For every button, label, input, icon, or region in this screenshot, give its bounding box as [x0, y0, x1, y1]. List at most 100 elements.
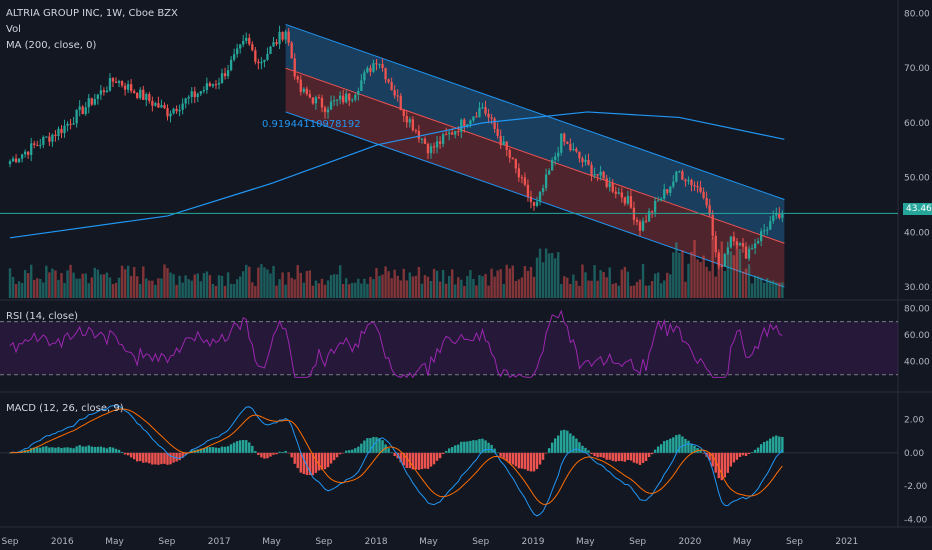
candle-body [705, 198, 708, 206]
macd-histogram-bar [429, 452, 433, 467]
candle-body [596, 174, 599, 176]
candle-body [756, 241, 760, 244]
x-tick-label: Sep [315, 537, 332, 547]
candle-body [414, 130, 418, 132]
volume-bar [538, 248, 542, 298]
macd-histogram-bar [208, 447, 212, 453]
macd-histogram-bar [732, 452, 736, 463]
macd-histogram-bar [560, 430, 563, 453]
candle-body [342, 95, 345, 103]
macd-histogram-bar [523, 452, 527, 470]
candle-body [575, 148, 578, 152]
macd-histogram-bar [341, 452, 345, 454]
candle-body [572, 148, 575, 151]
volume-bar [275, 285, 278, 298]
volume-bar [451, 269, 454, 298]
macd-histogram-bar [254, 451, 257, 453]
macd-histogram-bar [684, 438, 687, 453]
macd-histogram-bar [499, 452, 502, 457]
macd-histogram-bar [366, 438, 369, 453]
price-tick-label: 50.00 [904, 174, 930, 184]
volume-bar [178, 275, 181, 298]
volume-bar [596, 280, 599, 298]
candle-body [272, 42, 275, 47]
candle-body [608, 183, 611, 187]
macd-histogram-bar [308, 452, 312, 476]
volume-bar [120, 265, 124, 298]
macd-histogram-bar [114, 448, 118, 453]
candle-body [8, 161, 12, 165]
macd-histogram-bar [169, 452, 172, 465]
macd-histogram-bar [139, 452, 142, 462]
volume-bar [732, 255, 736, 298]
volume-bar [129, 276, 133, 298]
candle-body [378, 64, 381, 66]
macd-histogram-bar [405, 452, 408, 468]
macd-histogram-bar [163, 452, 166, 464]
candle-body [402, 110, 405, 116]
macd-histogram-bar [217, 447, 221, 453]
macd-histogram-bar [414, 452, 418, 470]
volume-bar [151, 280, 154, 298]
candle-body [484, 107, 487, 114]
macd-histogram-bar [39, 447, 42, 453]
volume-bar [372, 279, 375, 298]
macd-histogram-bar [402, 452, 405, 466]
candle-body [581, 158, 584, 163]
macd-histogram-bar [157, 452, 160, 465]
macd-histogram-bar [759, 444, 763, 453]
volume-bar [432, 268, 436, 298]
ma-label: MA (200, close, 0) [6, 40, 97, 51]
volume-bar [532, 276, 536, 298]
volume-bar [393, 269, 396, 298]
candle-body [626, 196, 630, 204]
candle-body [657, 200, 660, 202]
macd-histogram-bar [672, 437, 675, 453]
x-tick-label: 2020 [678, 537, 701, 547]
x-tick-label: Sep [158, 537, 175, 547]
macd-histogram-bar [702, 452, 705, 454]
volume-bar [266, 269, 269, 298]
candle-body [45, 136, 48, 138]
volume-bar [702, 255, 705, 298]
volume-bar [499, 269, 502, 298]
candle-body [199, 91, 202, 94]
macd-histogram-bar [399, 452, 402, 463]
macd-histogram-bar [202, 448, 206, 453]
macd-histogram-bar [232, 442, 236, 453]
candle-body [653, 200, 657, 213]
macd-histogram-bar [378, 438, 381, 453]
macd-histogram-bar [526, 452, 530, 471]
candle-body [287, 31, 290, 43]
candle-body [672, 181, 675, 187]
candle-body [535, 201, 539, 206]
candle-body [96, 94, 99, 100]
macd-histogram-bar [29, 448, 33, 453]
macd-histogram-bar [726, 452, 730, 473]
macd-histogram-bar [111, 447, 115, 453]
volume-bar [487, 285, 490, 298]
macd-histogram-bar [220, 446, 224, 453]
volume-bar [296, 265, 299, 298]
candle-body [499, 135, 502, 146]
candle-body [669, 186, 672, 193]
macd-histogram-bar [469, 440, 472, 453]
volume-bar [626, 271, 630, 298]
volume-bar [490, 268, 493, 298]
price-tick-label: 80.00 [904, 9, 930, 19]
volume-bar [544, 248, 548, 298]
macd-histogram-bar [263, 452, 266, 459]
volume-bar [232, 284, 236, 298]
candle-body [432, 146, 436, 148]
x-tick-label: 2021 [835, 537, 858, 547]
rsi-label: RSI (14, close) [6, 311, 79, 322]
macd-histogram-bar [423, 452, 427, 469]
macd-histogram-bar [214, 447, 218, 453]
macd-histogram-bar [420, 452, 424, 470]
macd-histogram-bar [87, 445, 90, 453]
volume-bar [93, 267, 97, 298]
candle-body [93, 99, 96, 105]
macd-histogram-bar [105, 448, 109, 453]
volume-bar [581, 264, 584, 298]
